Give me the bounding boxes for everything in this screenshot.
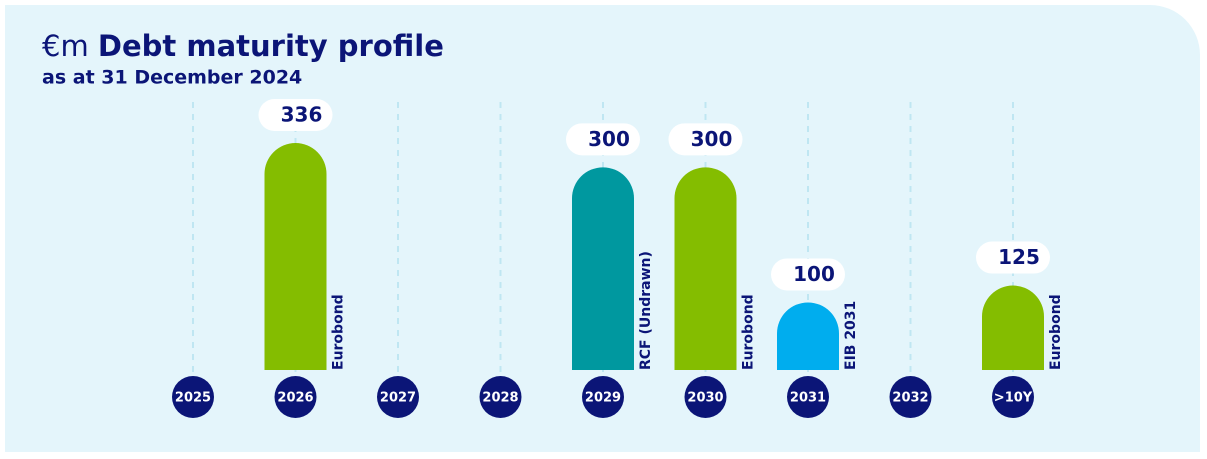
category-badge: [274, 376, 317, 418]
x-tick-label: 2030: [687, 391, 723, 406]
value-label: 336: [281, 103, 323, 127]
category-badge: [479, 376, 522, 418]
bar: [264, 143, 327, 370]
value-label: 100: [793, 262, 835, 286]
bar-label: RCF (Undrawn): [638, 251, 654, 370]
category-badge: [582, 376, 624, 418]
x-tick-label: 2026: [277, 391, 313, 406]
value-label-pill: [668, 123, 743, 156]
category-badge: [992, 376, 1034, 418]
value-label: 125: [998, 245, 1040, 269]
bar-label: EIB 2031: [843, 301, 859, 370]
value-label: 300: [691, 127, 733, 151]
x-tick-label: 2031: [790, 391, 826, 406]
x-tick-label: 2025: [175, 391, 211, 406]
x-tick-label: 2028: [482, 391, 518, 406]
value-label: 300: [588, 127, 630, 151]
bar: [674, 167, 737, 370]
chart-title: Debt maturity profile: [98, 29, 444, 63]
title-line: €m Debt maturity profile: [42, 29, 444, 63]
x-tick-label: 2032: [892, 391, 928, 406]
bar: [982, 285, 1044, 370]
x-tick-label: 2027: [380, 391, 416, 406]
bar-label: Eurobond: [1048, 294, 1064, 370]
x-tick-label: >10Y: [994, 391, 1033, 406]
value-label-pill: [258, 99, 333, 131]
category-badge: [889, 376, 932, 418]
bar-label: Eurobond: [331, 294, 347, 370]
category-badge: [787, 376, 829, 418]
value-label-pill: [976, 241, 1050, 274]
category-badge: [684, 376, 727, 418]
value-label-pill: [566, 123, 640, 156]
chart-subtitle: as at 31 December 2024: [42, 67, 302, 89]
bar: [572, 167, 634, 370]
x-tick-label: 2029: [585, 391, 621, 406]
category-badge: [172, 376, 214, 418]
title-prefix: €m: [42, 29, 89, 63]
value-label-pill: [771, 258, 845, 291]
bar-label: Eurobond: [741, 294, 757, 370]
category-badge: [377, 376, 419, 418]
bar: [777, 302, 839, 370]
